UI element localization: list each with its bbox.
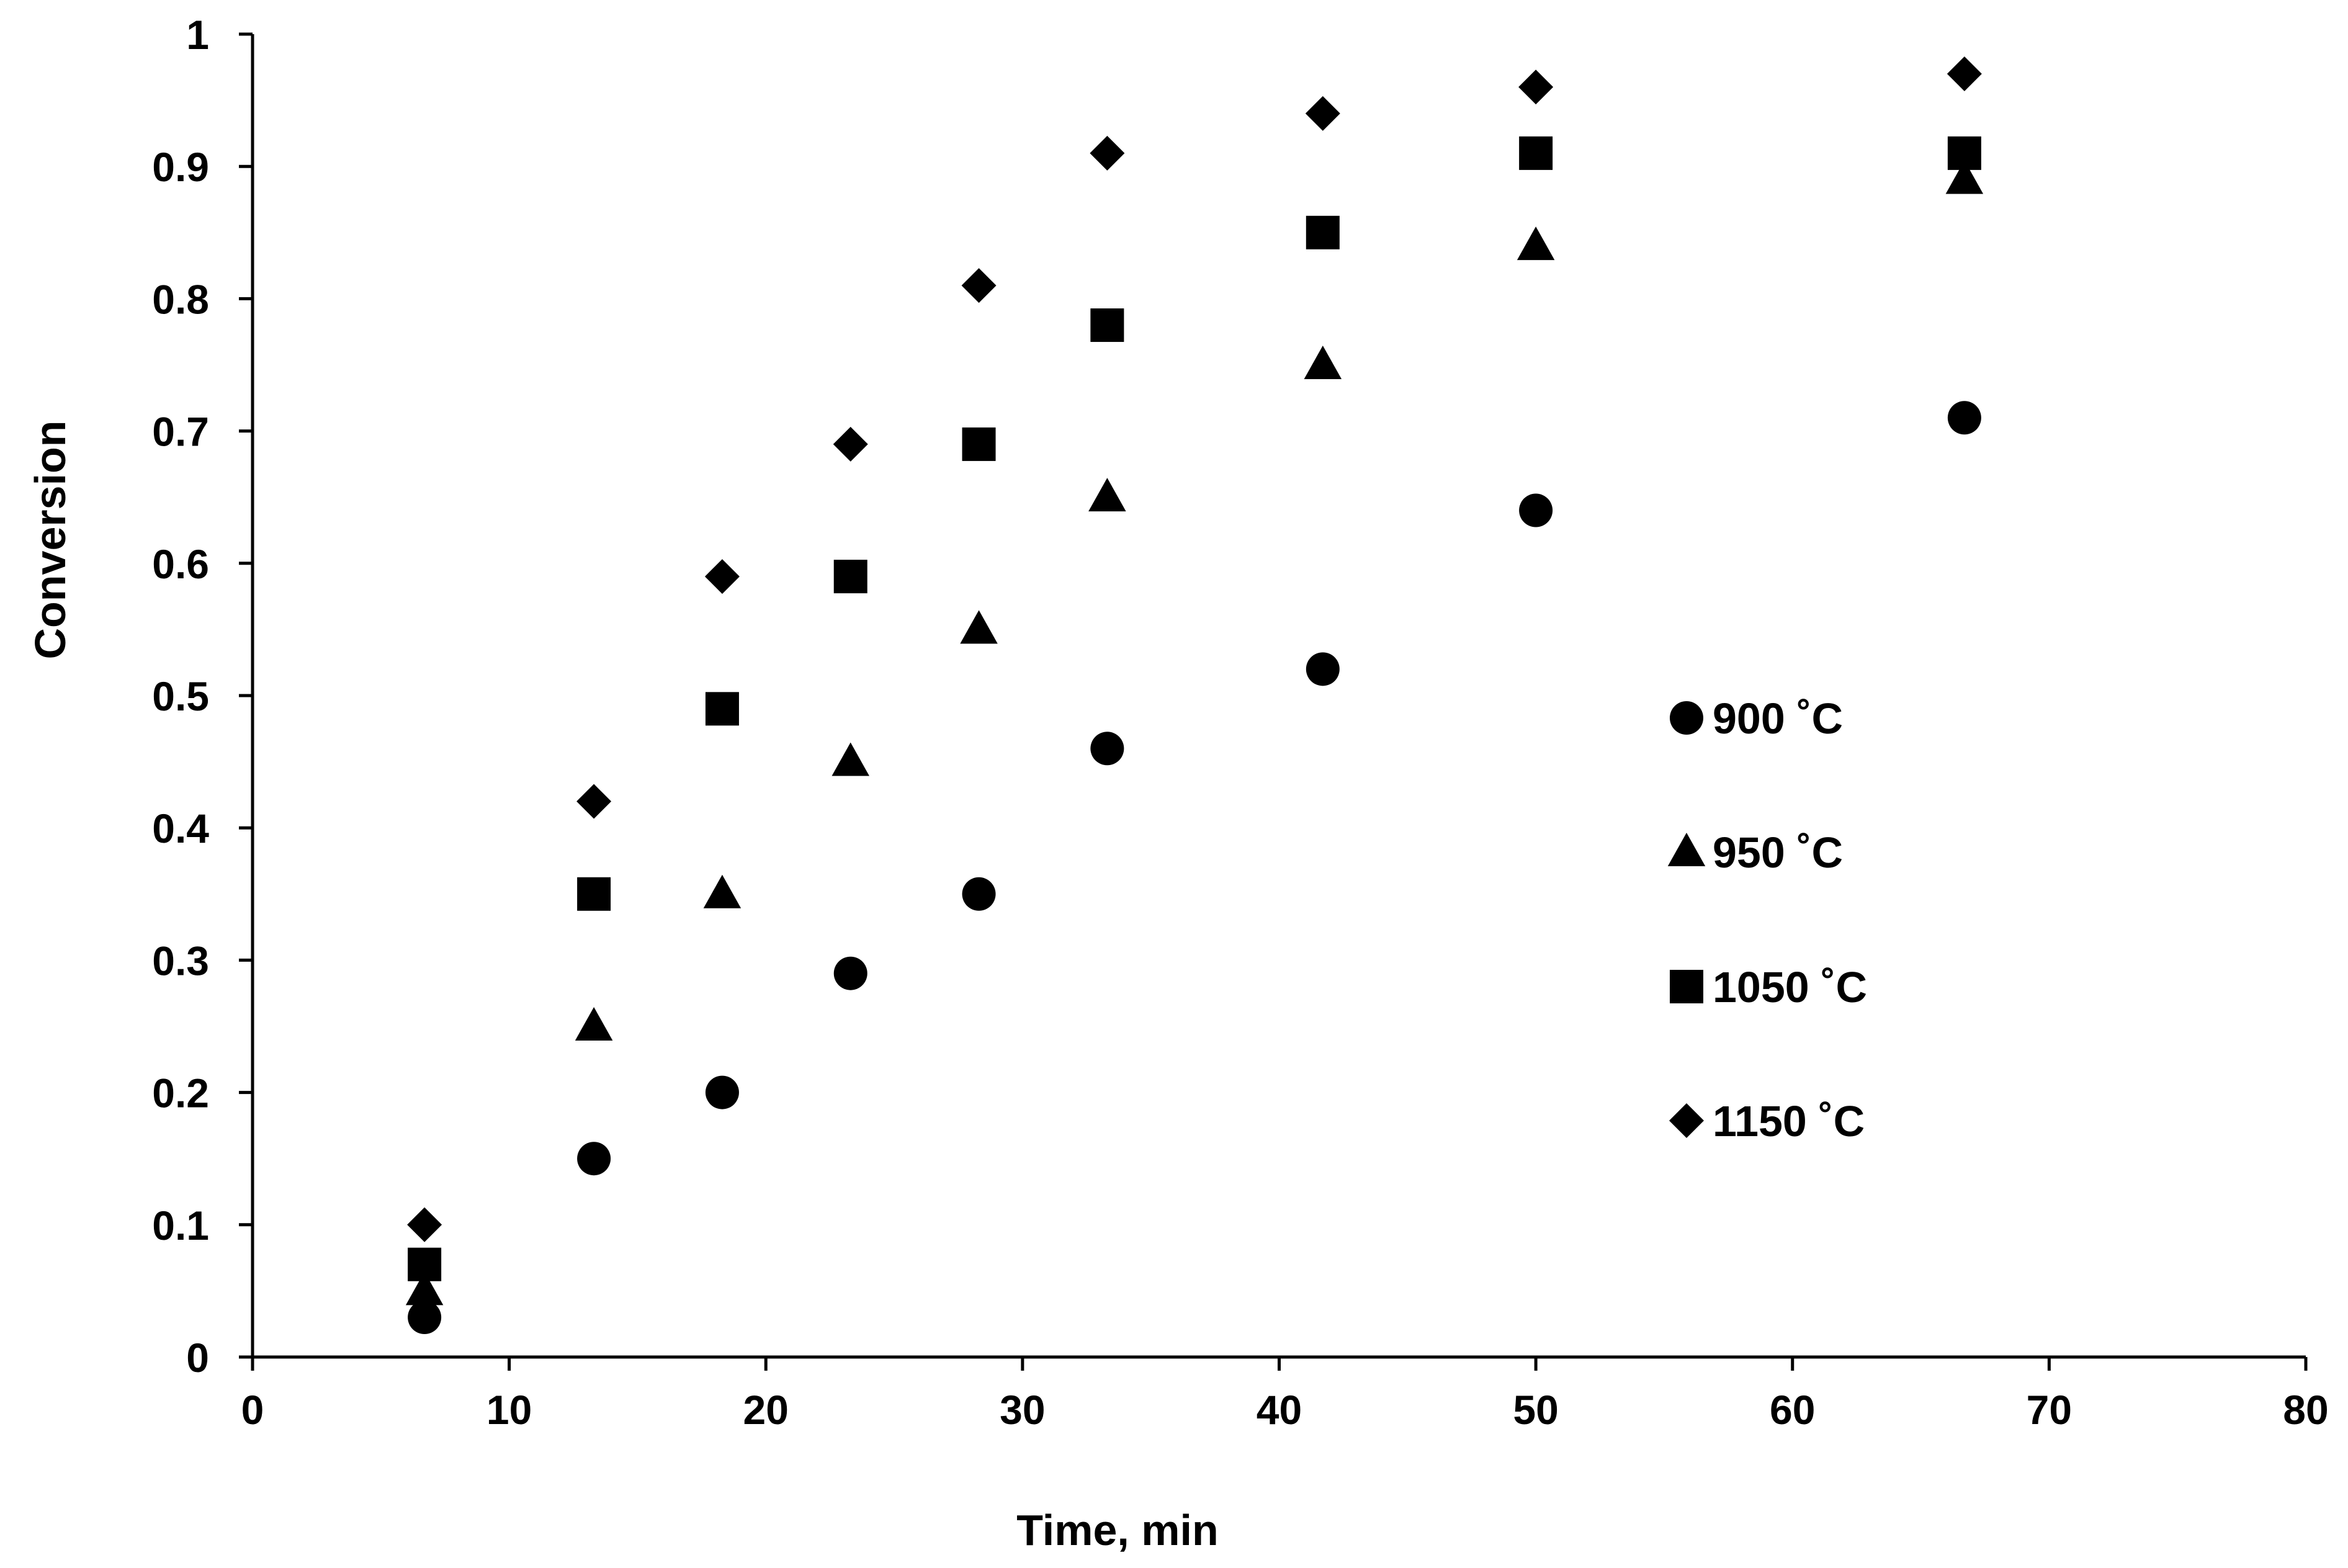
ticks: 0 10 20 30 40 50 60 70 80 0 0.1 0.2 0.3 0.4 0.5 0.6 0.7 0… (152, 12, 2328, 1433)
x-tick-label: 30 (1000, 1387, 1045, 1433)
data-point (577, 877, 611, 911)
y-axis-title: Conversion (26, 420, 74, 659)
legend-label: 900 ˚C (1713, 694, 1843, 743)
data-point (703, 874, 742, 908)
legend-marker-diamond-icon (1669, 1103, 1704, 1138)
data-point (1947, 56, 1982, 91)
legend-item: 950 ˚C (1667, 828, 1843, 877)
data-point (833, 560, 867, 594)
series-diamond (407, 56, 1982, 1242)
legend-marker-square-icon (1670, 970, 1703, 1003)
data-point (576, 784, 612, 819)
data-point (577, 1142, 611, 1176)
x-tick-label: 50 (1513, 1387, 1558, 1433)
data-point (1305, 96, 1340, 131)
series-square (408, 136, 1981, 1281)
data-point (1947, 401, 1981, 435)
legend-marker-circle-icon (1670, 701, 1703, 735)
data-point (705, 1075, 739, 1109)
y-tick-label: 0.8 (152, 276, 209, 322)
data-point (833, 956, 867, 990)
data-point (962, 877, 996, 911)
data-point (704, 559, 740, 594)
data-point (960, 610, 998, 644)
data-point (1088, 478, 1126, 512)
y-tick-label: 1 (186, 12, 209, 58)
series-triangle (405, 160, 1984, 1306)
x-tick-label: 40 (1257, 1387, 1302, 1433)
x-tick-label: 0 (241, 1387, 264, 1433)
legend-item: 1050 ˚C (1670, 963, 1867, 1011)
data-point (408, 1247, 442, 1281)
legend-label: 950 ˚C (1713, 828, 1843, 877)
legend-label: 1150 ˚C (1713, 1097, 1865, 1145)
data-point (575, 1006, 613, 1041)
y-tick-label: 0.2 (152, 1070, 209, 1116)
x-tick-label: 70 (2027, 1387, 2072, 1433)
y-tick-label: 0.5 (152, 673, 209, 719)
data-points (405, 56, 1984, 1335)
x-tick-label: 20 (743, 1387, 789, 1433)
y-tick-label: 0.6 (152, 541, 209, 587)
data-point (1090, 308, 1124, 343)
data-point (408, 1301, 442, 1335)
x-tick-label: 60 (1770, 1387, 1815, 1433)
data-point (1304, 345, 1342, 379)
data-point (1517, 226, 1555, 261)
legend: 900 ˚C 950 ˚C 1050 ˚C 1150 ˚C (1667, 694, 1867, 1145)
data-point (1518, 69, 1554, 105)
data-point (407, 1207, 442, 1242)
legend-label: 1050 ˚C (1713, 963, 1867, 1011)
data-point (1090, 135, 1125, 171)
data-point (962, 427, 996, 461)
x-tick-label: 10 (486, 1387, 532, 1433)
y-tick-label: 0 (186, 1335, 209, 1381)
y-tick-label: 0.1 (152, 1203, 209, 1248)
y-tick-label: 0.3 (152, 938, 209, 983)
data-point (1306, 652, 1340, 686)
data-point (705, 692, 739, 726)
data-point (1519, 136, 1553, 170)
data-point (831, 742, 869, 776)
y-tick-label: 0.4 (152, 805, 209, 851)
y-tick-label: 0.9 (152, 144, 209, 190)
series-circle (408, 401, 1981, 1335)
data-point (1090, 732, 1124, 766)
data-point (833, 426, 868, 462)
x-axis-title: Time, min (1016, 1506, 1218, 1554)
data-point (1306, 215, 1340, 249)
data-point (1519, 493, 1553, 527)
data-point (405, 1271, 444, 1306)
data-point (1945, 160, 1984, 194)
legend-marker-triangle-icon (1667, 832, 1706, 866)
data-point (961, 268, 997, 303)
axes (251, 34, 2306, 1359)
x-tick-label: 80 (2283, 1387, 2328, 1433)
legend-item: 900 ˚C (1670, 694, 1843, 743)
data-point (1947, 136, 1981, 170)
y-tick-label: 0.7 (152, 409, 209, 455)
legend-item: 1150 ˚C (1669, 1097, 1865, 1145)
